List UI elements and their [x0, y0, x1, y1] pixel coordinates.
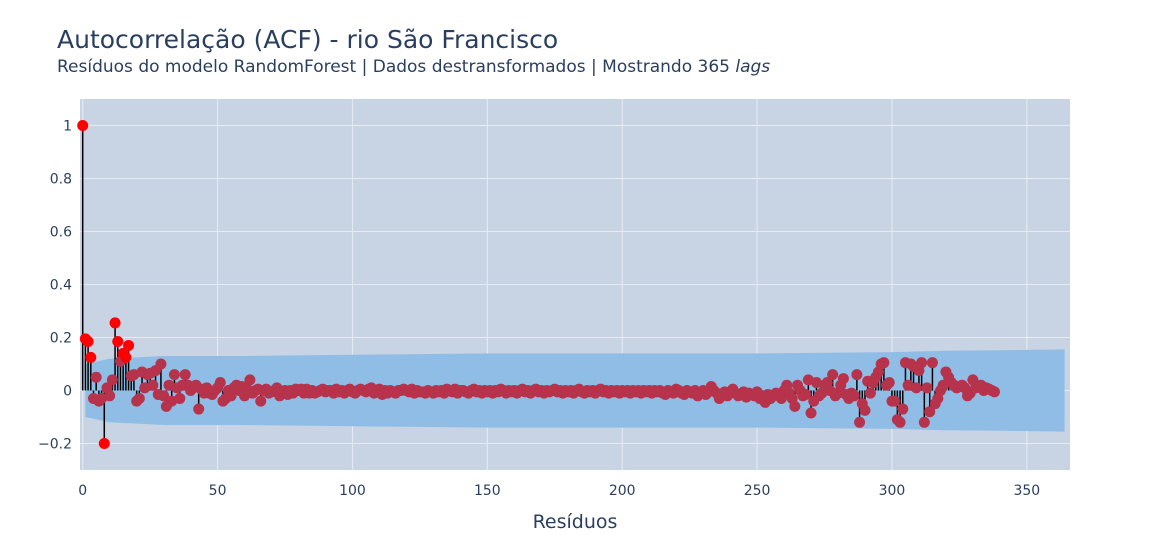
acf-point-highlight [109, 317, 121, 329]
x-tick-label: 0 [78, 483, 87, 499]
acf-point [179, 369, 191, 381]
acf-point [90, 371, 102, 383]
acf-point [988, 386, 1000, 398]
acf-point [214, 377, 226, 389]
acf-point [883, 377, 895, 389]
x-tick-label: 200 [609, 483, 636, 499]
acf-point-highlight [123, 339, 135, 351]
acf-point [864, 387, 876, 399]
acf-point-highlight [77, 120, 89, 131]
acf-point [921, 382, 933, 394]
acf-point [889, 395, 901, 407]
y-tick-label: 0.8 [50, 172, 72, 188]
acf-point [837, 373, 849, 385]
x-tick-label: 100 [339, 483, 366, 499]
acf-markers [77, 120, 1000, 449]
acf-point [193, 403, 205, 415]
subtitle-lags-emphasis: lags [735, 57, 771, 77]
acf-point [155, 358, 167, 370]
acf-point [848, 390, 860, 402]
acf-point [859, 404, 871, 416]
acf-point [894, 416, 906, 428]
x-axis-title: Resíduos [533, 511, 618, 533]
acf-point [104, 390, 116, 402]
acf-point [800, 388, 812, 400]
acf-point [851, 369, 863, 381]
acf-point [916, 357, 928, 369]
x-tick-label: 250 [744, 483, 771, 499]
acf-point [910, 382, 922, 394]
chart-title: Autocorrelação (ACF) - rio São Francisco [57, 25, 559, 54]
acf-point [174, 392, 186, 404]
acf-point [897, 403, 909, 415]
acf-point [244, 374, 256, 386]
y-tick-label: 0.2 [50, 331, 72, 347]
x-tick-label: 50 [209, 483, 227, 499]
subtitle-main: Resíduos do modelo RandomForest | Dados … [57, 57, 736, 77]
y-tick-label: 1 [63, 119, 72, 135]
y-tick-label: 0 [63, 384, 72, 400]
acf-point-highlight [120, 351, 132, 363]
acf-point [924, 406, 936, 418]
acf-point [805, 407, 817, 419]
x-axis-ticks: 0 50 100 150 200 250 300 350 [78, 483, 1040, 499]
acf-point [168, 369, 180, 381]
chart-subtitle: Resíduos do modelo RandomForest | Dados … [57, 56, 770, 78]
x-tick-label: 300 [879, 483, 906, 499]
acf-point [827, 369, 839, 381]
acf-point-highlight [82, 335, 94, 347]
acf-point [918, 416, 930, 428]
y-tick-label: 0.4 [50, 278, 72, 294]
y-tick-label: −0.2 [38, 437, 72, 453]
acf-point [854, 416, 866, 428]
acf-point-highlight [98, 438, 110, 449]
x-tick-label: 150 [474, 483, 501, 499]
acf-point [147, 379, 159, 391]
y-tick-label: 0.6 [50, 225, 72, 241]
acf-point [926, 357, 938, 369]
x-tick-label: 350 [1013, 483, 1040, 499]
y-axis-ticks: −0.2 0 0.2 0.4 0.6 0.8 1 [38, 119, 72, 453]
acf-point-highlight [112, 335, 124, 347]
acf-point-highlight [85, 351, 97, 363]
acf-point [789, 400, 801, 412]
acf-point [878, 357, 890, 369]
acf-point [158, 390, 170, 402]
acf-point [133, 392, 145, 404]
acf-point [106, 374, 118, 386]
acf-point [255, 395, 267, 407]
